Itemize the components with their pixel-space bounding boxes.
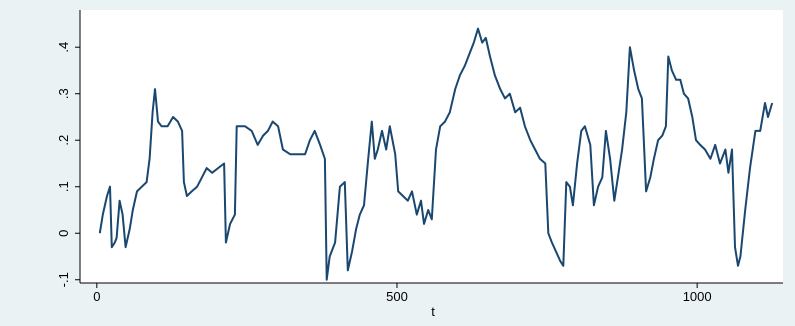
- y-tick-label: .2: [56, 135, 71, 146]
- x-tick-label: 1000: [683, 289, 712, 304]
- x-tick-label: 0: [93, 289, 100, 304]
- y-tick-label: .1: [56, 181, 71, 192]
- plot-area: [80, 10, 783, 283]
- y-tick-label: .4: [56, 42, 71, 53]
- y-tick-label: -.1: [56, 272, 71, 287]
- x-axis-label: t: [431, 304, 435, 319]
- data-line: [98, 27, 774, 281]
- y-tick-label: .3: [56, 88, 71, 99]
- y-tick-label: 0: [56, 230, 71, 237]
- x-tick-label: 500: [386, 289, 408, 304]
